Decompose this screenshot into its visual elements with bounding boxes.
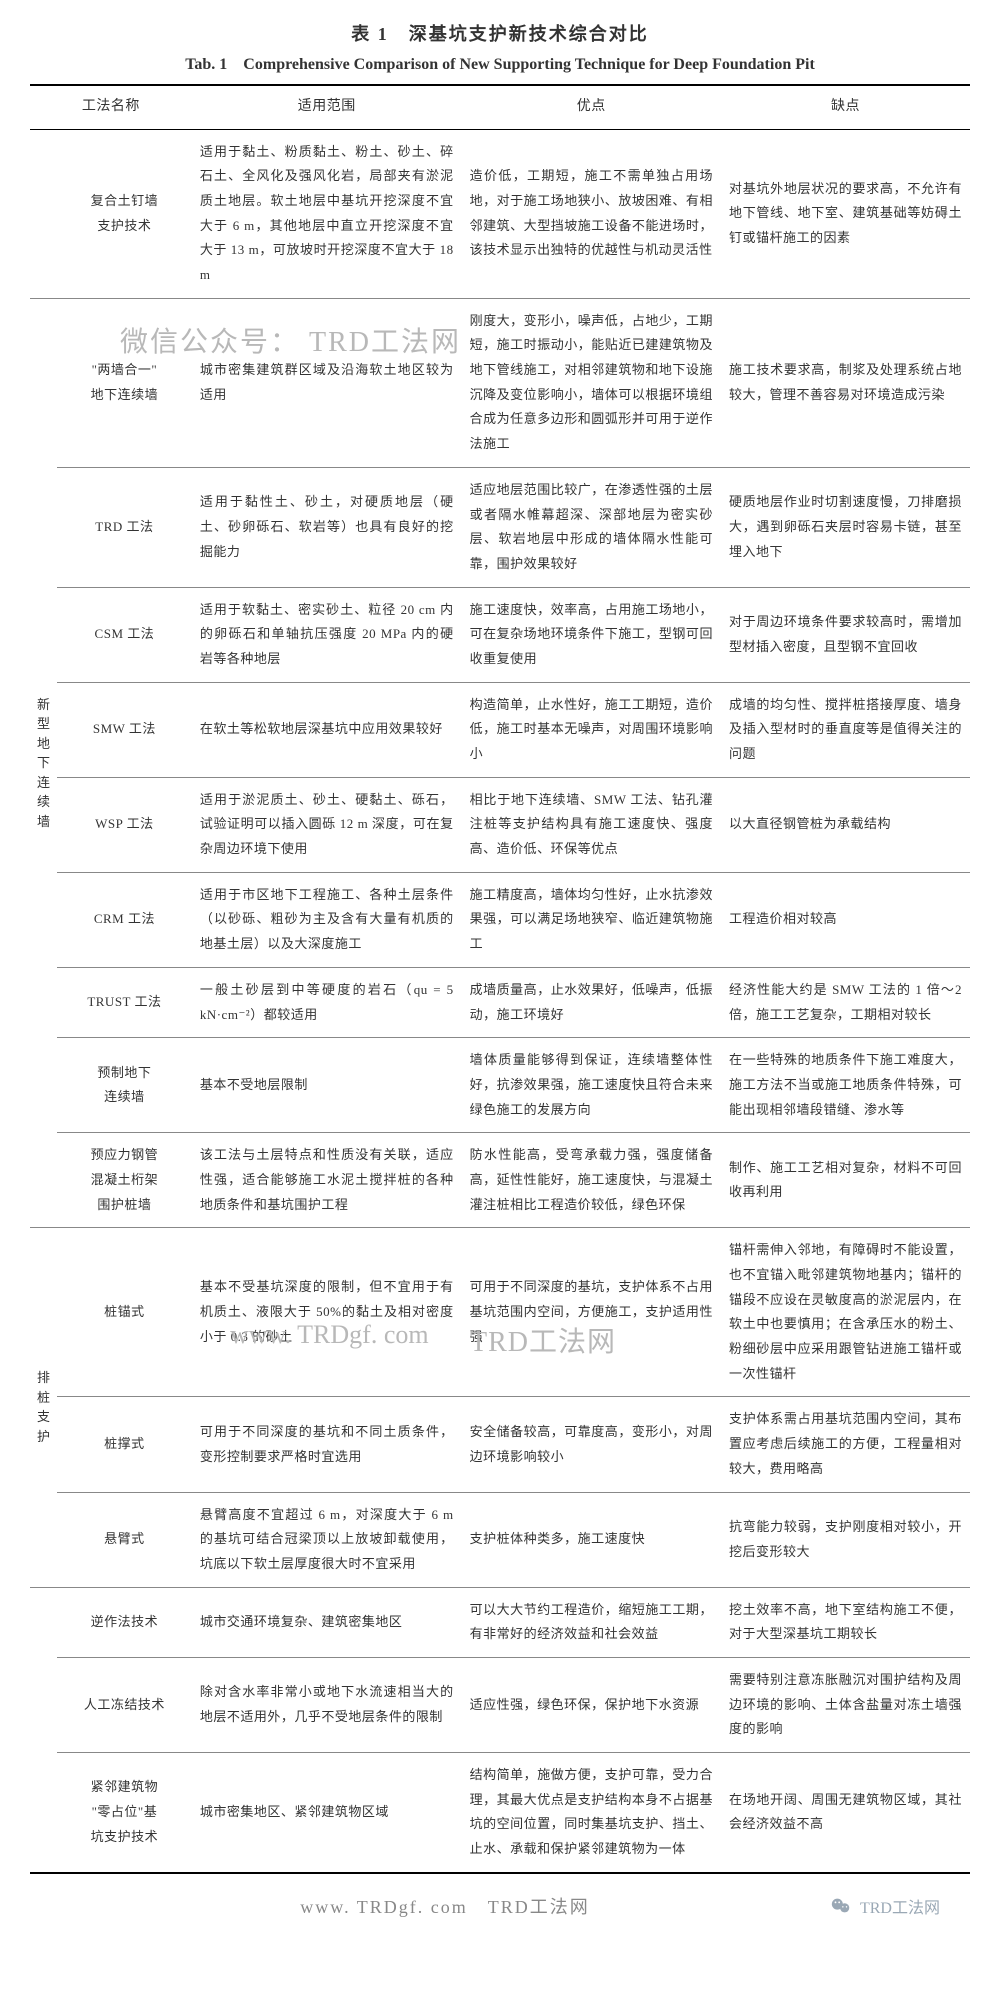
cell-scope: 适用于黏性土、砂土，对硬质地层（硬土、砂卵砾石、软岩等）也具有良好的挖掘能力 xyxy=(192,467,462,587)
group-label: 排桩支护 xyxy=(30,1228,57,1587)
method-name: 复合土钉墙支护技术 xyxy=(57,129,192,298)
cell-scope: 适用于软黏土、密实砂土、粒径 20 cm 内的卵砾石和单轴抗压强度 20 MPa… xyxy=(192,587,462,682)
cell-dis: 需要特别注意冻胀融沉对围护结构及周边环境的影响、土体含盐量对冻土墙强度的影响 xyxy=(721,1657,970,1752)
method-name: TRUST 工法 xyxy=(57,967,192,1037)
method-name: CRM 工法 xyxy=(57,872,192,967)
footer-right-text: TRD工法网 xyxy=(860,1894,940,1918)
table-title-en: Tab. 1 Comprehensive Comparison of New S… xyxy=(30,50,970,74)
method-name: "两墙合一"地下连续墙 xyxy=(57,298,192,467)
header-dis: 缺点 xyxy=(721,85,970,129)
cell-adv: 支护桩体种类多，施工速度快 xyxy=(462,1492,721,1587)
cell-adv: 适应地层范围比较广，在渗透性强的土层或者隔水帷幕超深、深部地层为密实砂层、软岩地… xyxy=(462,467,721,587)
method-name: 逆作法技术 xyxy=(57,1587,192,1657)
cell-scope: 该工法与土层特点和性质没有关联，适应性强，适合能够施工水泥土搅拌桩的各种地质条件… xyxy=(192,1133,462,1228)
cell-adv: 可用于不同深度的基坑，支护体系不占用基坑范围内空间，方便施工，支护适用性强 xyxy=(462,1228,721,1397)
cell-adv: 构造简单，止水性好，施工工期短，造价低，施工时基本无噪声，对周围环境影响小 xyxy=(462,682,721,777)
group-label xyxy=(30,129,57,298)
group-label xyxy=(30,1587,57,1873)
footer: www. TRDgf. com TRD工法网 TRD工法网 xyxy=(0,1893,1000,1919)
table-row: 紧邻建筑物"零占位"基坑支护技术城市密集地区、紧邻建筑物区域结构简单，施做方便，… xyxy=(30,1753,970,1873)
cell-adv: 相比于地下连续墙、SMW 工法、钻孔灌注桩等支护结构具有施工速度快、强度高、造价… xyxy=(462,777,721,872)
comparison-table: 工法名称 适用范围 优点 缺点 复合土钉墙支护技术适用于黏土、粉质黏土、粉土、砂… xyxy=(30,84,970,1874)
cell-scope: 悬臂高度不宜超过 6 m，对深度大于 6 m 的基坑可结合冠梁顶以上放坡卸载使用… xyxy=(192,1492,462,1587)
cell-scope: 城市交通环境复杂、建筑密集地区 xyxy=(192,1587,462,1657)
cell-adv: 墙体质量能够得到保证，连续墙整体性好，抗渗效果强，施工速度快且符合未来绿色施工的… xyxy=(462,1038,721,1133)
cell-scope: 一般土砂层到中等硬度的岩石（qu = 5 kN·cm⁻²）都较适用 xyxy=(192,967,462,1037)
cell-scope: 城市密集建筑群区域及沿海软土地区较为适用 xyxy=(192,298,462,467)
cell-adv: 结构简单，施做方便，支护可靠，受力合理，其最大优点是支护结构本身不占据基坑的空间… xyxy=(462,1753,721,1873)
table-row: 排桩支护桩锚式基本不受基坑深度的限制，但不宜用于有机质土、液限大于 50%的黏土… xyxy=(30,1228,970,1397)
method-name: 悬臂式 xyxy=(57,1492,192,1587)
table-row: SMW 工法在软土等松软地层深基坑中应用效果较好构造简单，止水性好，施工工期短，… xyxy=(30,682,970,777)
table-header-row: 工法名称 适用范围 优点 缺点 xyxy=(30,85,970,129)
cell-adv: 造价低，工期短，施工不需单独占用场地，对于施工场地狭小、放坡困难、有相邻建筑、大… xyxy=(462,129,721,298)
cell-scope: 适用于市区地下工程施工、各种土层条件（以砂砾、粗砂为主及含有大量有机质的地基土层… xyxy=(192,872,462,967)
cell-scope: 除对含水率非常小或地下水流速相当大的地层不适用外，几乎不受地层条件的限制 xyxy=(192,1657,462,1752)
cell-adv: 防水性能高，受弯承载力强，强度储备高，延性性能好，施工速度快，与混凝土灌注桩相比… xyxy=(462,1133,721,1228)
cell-scope: 基本不受地层限制 xyxy=(192,1038,462,1133)
table-row: 悬臂式悬臂高度不宜超过 6 m，对深度大于 6 m 的基坑可结合冠梁顶以上放坡卸… xyxy=(30,1492,970,1587)
footer-right: TRD工法网 xyxy=(830,1894,940,1918)
cell-dis: 挖土效率不高，地下室结构施工不便，对于大型深基坑工期较长 xyxy=(721,1587,970,1657)
table-row: 复合土钉墙支护技术适用于黏土、粉质黏土、粉土、砂土、碎石土、全风化及强风化岩，局… xyxy=(30,129,970,298)
table-row: 预制地下连续墙基本不受地层限制墙体质量能够得到保证，连续墙整体性好，抗渗效果强，… xyxy=(30,1038,970,1133)
table-row: 人工冻结技术除对含水率非常小或地下水流速相当大的地层不适用外，几乎不受地层条件的… xyxy=(30,1657,970,1752)
cell-dis: 硬质地层作业时切割速度慢，刀排磨损大，遇到卵砾石夹层时容易卡链，甚至埋入地下 xyxy=(721,467,970,587)
cell-dis: 锚杆需伸入邻地，有障碍时不能设置，也不宜锚入毗邻建筑物地基内；锚杆的锚段不应设在… xyxy=(721,1228,970,1397)
cell-dis: 在一些特殊的地质条件下施工难度大，施工方法不当或施工地质条件特殊，可能出现相邻墙… xyxy=(721,1038,970,1133)
method-name: 预制地下连续墙 xyxy=(57,1038,192,1133)
cell-dis: 工程造价相对较高 xyxy=(721,872,970,967)
table-row: WSP 工法适用于淤泥质土、砂土、硬黏土、砾石，试验证明可以插入圆砾 12 m … xyxy=(30,777,970,872)
cell-dis: 抗弯能力较弱，支护刚度相对较小，开挖后变形较大 xyxy=(721,1492,970,1587)
cell-adv: 施工速度快，效率高，占用施工场地小，可在复杂场地环境条件下施工，型钢可回收重复使… xyxy=(462,587,721,682)
cell-dis: 施工技术要求高，制浆及处理系统占地较大，管理不善容易对环境造成污染 xyxy=(721,298,970,467)
cell-dis: 对于周边环境条件要求较高时，需增加型材插入密度，且型钢不宜回收 xyxy=(721,587,970,682)
cell-adv: 安全储备较高，可靠度高，变形小，对周边环境影响较小 xyxy=(462,1397,721,1492)
cell-scope: 适用于淤泥质土、砂土、硬黏土、砾石，试验证明可以插入圆砾 12 m 深度，可在复… xyxy=(192,777,462,872)
cell-scope: 基本不受基坑深度的限制，但不宜用于有机质土、液限大于 50%的黏土及相对密度小于… xyxy=(192,1228,462,1397)
cell-scope: 适用于黏土、粉质黏土、粉土、砂土、碎石土、全风化及强风化岩，局部夹有淤泥质土地层… xyxy=(192,129,462,298)
method-name: 预应力钢管混凝土桁架围护桩墙 xyxy=(57,1133,192,1228)
table-title-cn: 表 1 深基坑支护新技术综合对比 xyxy=(30,20,970,46)
table-row: 逆作法技术城市交通环境复杂、建筑密集地区可以大大节约工程造价，缩短施工工期，有非… xyxy=(30,1587,970,1657)
cell-dis: 成墙的均匀性、搅拌桩搭接厚度、墙身及插入型材时的垂直度等是值得关注的问题 xyxy=(721,682,970,777)
method-name: WSP 工法 xyxy=(57,777,192,872)
cell-adv: 施工精度高，墙体均匀性好，止水抗渗效果强，可以满足场地狭窄、临近建筑物施工 xyxy=(462,872,721,967)
header-adv: 优点 xyxy=(462,85,721,129)
cell-dis: 以大直径钢管桩为承载结构 xyxy=(721,777,970,872)
table-row: TRUST 工法一般土砂层到中等硬度的岩石（qu = 5 kN·cm⁻²）都较适… xyxy=(30,967,970,1037)
cell-scope: 在软土等松软地层深基坑中应用效果较好 xyxy=(192,682,462,777)
table-row: CSM 工法适用于软黏土、密实砂土、粒径 20 cm 内的卵砾石和单轴抗压强度 … xyxy=(30,587,970,682)
footer-center: www. TRDgf. com TRD工法网 xyxy=(60,1893,830,1919)
header-name: 工法名称 xyxy=(30,85,192,129)
cell-scope: 可用于不同深度的基坑和不同土质条件，变形控制要求严格时宜选用 xyxy=(192,1397,462,1492)
table-row: CRM 工法适用于市区地下工程施工、各种土层条件（以砂砾、粗砂为主及含有大量有机… xyxy=(30,872,970,967)
method-name: TRD 工法 xyxy=(57,467,192,587)
method-name: 紧邻建筑物"零占位"基坑支护技术 xyxy=(57,1753,192,1873)
cell-dis: 支护体系需占用基坑范围内空间，其布置应考虑后续施工的方便，工程量相对较大，费用略… xyxy=(721,1397,970,1492)
cell-dis: 在场地开阔、周围无建筑物区域，其社会经济效益不高 xyxy=(721,1753,970,1873)
method-name: SMW 工法 xyxy=(57,682,192,777)
table-row: TRD 工法适用于黏性土、砂土，对硬质地层（硬土、砂卵砾石、软岩等）也具有良好的… xyxy=(30,467,970,587)
cell-adv: 成墙质量高，止水效果好，低噪声，低振动，施工环境好 xyxy=(462,967,721,1037)
table-row: 新型地下连续墙"两墙合一"地下连续墙城市密集建筑群区域及沿海软土地区较为适用刚度… xyxy=(30,298,970,467)
method-name: 桩撑式 xyxy=(57,1397,192,1492)
cell-dis: 制作、施工工艺相对复杂，材料不可回收再利用 xyxy=(721,1133,970,1228)
header-scope: 适用范围 xyxy=(192,85,462,129)
table-row: 桩撑式可用于不同深度的基坑和不同土质条件，变形控制要求严格时宜选用安全储备较高，… xyxy=(30,1397,970,1492)
cell-adv: 刚度大，变形小，噪声低，占地少，工期短，施工时振动小，能贴近已建建筑物及地下管线… xyxy=(462,298,721,467)
method-name: 人工冻结技术 xyxy=(57,1657,192,1752)
group-label: 新型地下连续墙 xyxy=(30,298,57,1228)
cell-scope: 城市密集地区、紧邻建筑物区域 xyxy=(192,1753,462,1873)
cell-dis: 对基坑外地层状况的要求高，不允许有地下管线、地下室、建筑基础等妨碍土钉或锚杆施工… xyxy=(721,129,970,298)
cell-adv: 可以大大节约工程造价，缩短施工工期，有非常好的经济效益和社会效益 xyxy=(462,1587,721,1657)
cell-adv: 适应性强，绿色环保，保护地下水资源 xyxy=(462,1657,721,1752)
cell-dis: 经济性能大约是 SMW 工法的 1 倍～2 倍，施工工艺复杂，工期相对较长 xyxy=(721,967,970,1037)
wechat-icon xyxy=(830,1895,852,1917)
table-row: 预应力钢管混凝土桁架围护桩墙该工法与土层特点和性质没有关联，适应性强，适合能够施… xyxy=(30,1133,970,1228)
method-name: CSM 工法 xyxy=(57,587,192,682)
method-name: 桩锚式 xyxy=(57,1228,192,1397)
